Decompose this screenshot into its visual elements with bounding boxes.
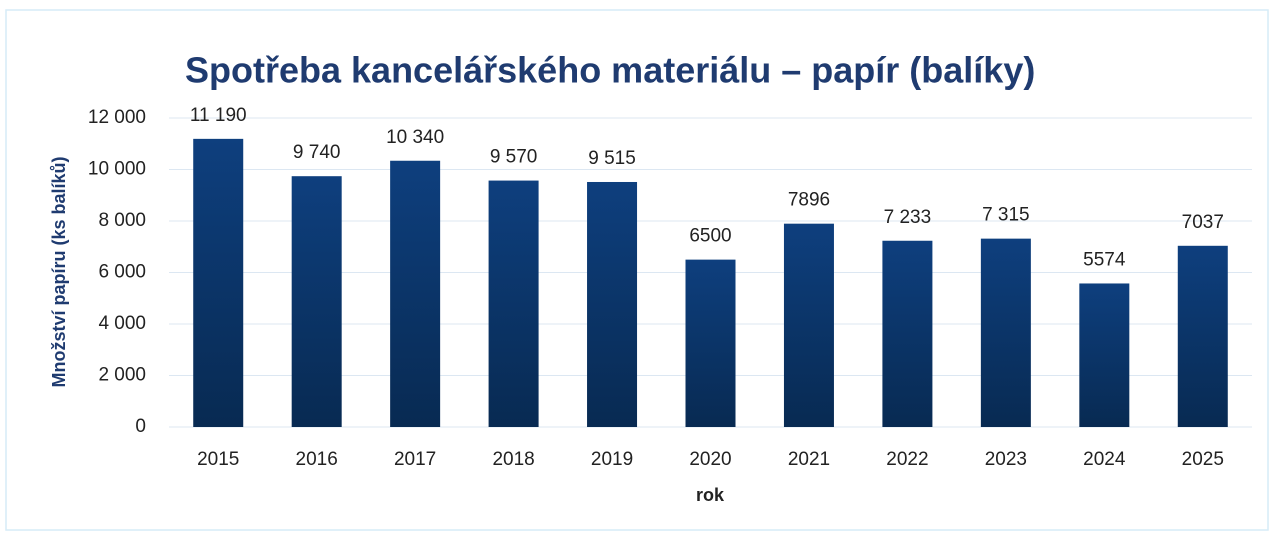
bar — [291, 176, 342, 427]
bar — [685, 259, 736, 427]
y-tick-label: 12 000 — [88, 107, 146, 128]
chart-title: Spotřeba kancelářského materiálu – papír… — [185, 50, 1035, 91]
bar — [882, 240, 933, 427]
bar — [193, 138, 244, 428]
y-axis-label: Množství papíru (ks balíků) — [49, 156, 69, 387]
x-tick-label: 2025 — [1182, 449, 1224, 470]
value-label: 7037 — [1182, 212, 1224, 233]
bar — [390, 160, 441, 427]
x-tick-label: 2016 — [296, 449, 338, 470]
bar — [587, 181, 638, 427]
x-tick-label: 2024 — [1083, 449, 1126, 470]
y-tick-label: 0 — [135, 416, 146, 437]
value-label: 6500 — [689, 226, 731, 247]
x-tick-label: 2023 — [985, 449, 1027, 470]
bar — [1079, 283, 1130, 427]
y-tick-label: 4 000 — [98, 313, 146, 334]
value-label: 5574 — [1083, 249, 1126, 270]
value-label: 7 315 — [982, 205, 1030, 226]
y-tick-label: 2 000 — [98, 365, 146, 386]
value-label: 11 190 — [190, 105, 247, 126]
x-tick-label: 2021 — [788, 449, 830, 470]
y-tick-label: 10 000 — [88, 159, 146, 180]
value-label: 9 570 — [490, 147, 538, 168]
y-tick-label: 8 000 — [98, 210, 146, 231]
y-tick-label: 6 000 — [98, 262, 146, 283]
bar — [488, 180, 539, 427]
x-tick-label: 2022 — [886, 449, 928, 470]
value-label: 7 233 — [884, 207, 932, 228]
x-tick-label: 2015 — [197, 449, 239, 470]
bar — [980, 238, 1031, 427]
bar — [1177, 245, 1228, 427]
value-label: 10 340 — [386, 127, 444, 148]
x-tick-label: 2018 — [492, 449, 534, 470]
x-tick-label: 2017 — [394, 449, 436, 470]
bar — [783, 223, 834, 427]
x-axis-label: rok — [696, 485, 725, 505]
x-tick-label: 2020 — [689, 449, 731, 470]
value-label: 9 515 — [588, 148, 636, 169]
value-label: 7896 — [788, 190, 830, 211]
value-label: 9 740 — [293, 142, 341, 163]
x-tick-label: 2019 — [591, 449, 633, 470]
